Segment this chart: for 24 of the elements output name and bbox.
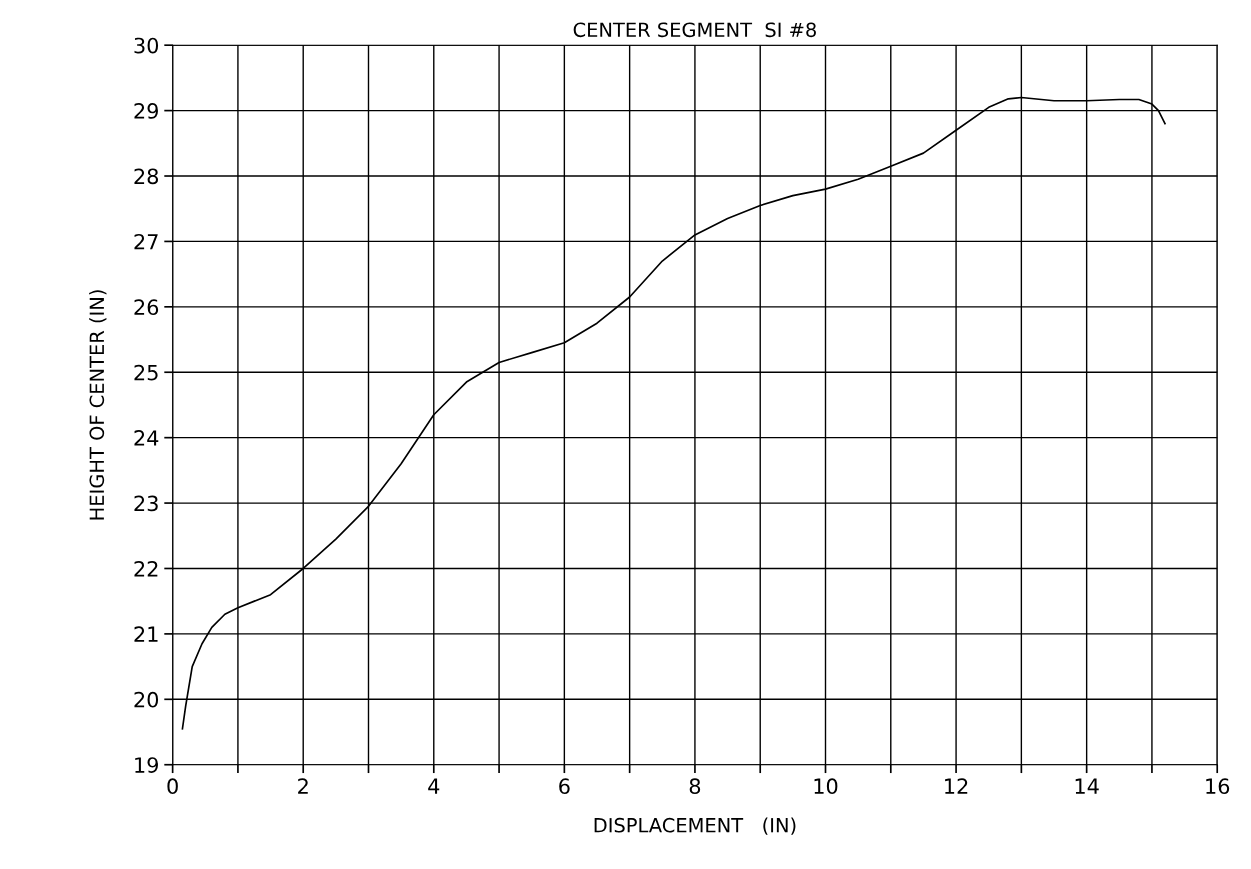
y-tick-label: 30: [134, 37, 159, 54]
y-tick-label: 20: [134, 691, 159, 708]
y-tick-label: 29: [134, 103, 158, 119]
x-tick-label: 16: [1206, 778, 1230, 795]
y-tick-label: 25: [134, 364, 158, 381]
x-tick-label: 14: [1075, 778, 1099, 794]
chart-title: CENTER SEGMENT SI #8: [573, 22, 816, 38]
y-tick-label: 27: [134, 233, 158, 250]
y-tick-label: 24: [134, 430, 159, 446]
x-tick-label: 8: [689, 778, 701, 795]
y-tick-label: 22: [134, 560, 158, 577]
y-tick-label: 19: [135, 757, 158, 773]
y-tick-label: 26: [134, 299, 159, 316]
x-tick-label: 12: [945, 778, 968, 794]
y-tick-label: 23: [134, 495, 158, 512]
x-tick-label: 4: [428, 778, 440, 794]
y-tick-label: 21: [134, 626, 158, 642]
x-tick-label: 0: [167, 778, 178, 795]
x-tick-label: 2: [298, 778, 308, 794]
x-tick-label: 10: [814, 778, 838, 795]
y-axis-title: HEIGHT OF CENTER (IN): [89, 290, 107, 520]
y-tick-label: 28: [134, 168, 159, 185]
x-axis-title: DISPLACEMENT (IN): [594, 817, 796, 835]
x-tick-label: 6: [559, 778, 570, 795]
